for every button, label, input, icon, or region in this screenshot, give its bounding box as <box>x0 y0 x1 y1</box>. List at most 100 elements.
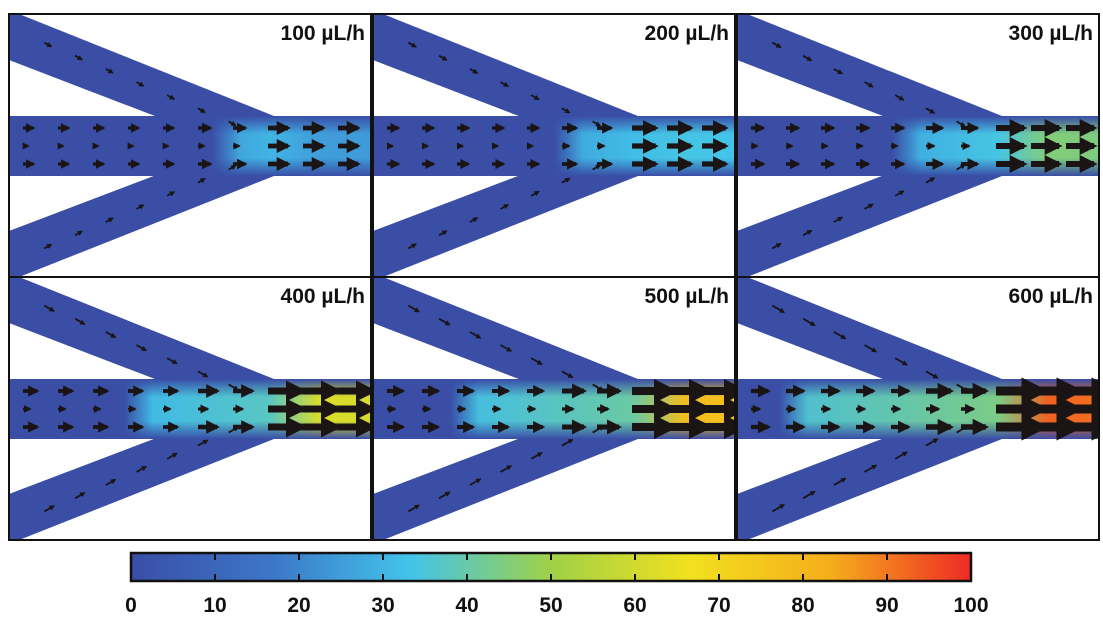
velocity-arrow <box>833 331 847 340</box>
panel-border <box>736 276 1100 541</box>
velocity-arrow <box>894 190 905 197</box>
velocity-arrow <box>833 216 844 223</box>
velocity-arrow <box>407 304 420 313</box>
velocity-arrow <box>469 68 479 74</box>
flow-panel: 600 µL/h <box>736 276 1100 541</box>
velocity-arrow <box>43 243 53 250</box>
velocity-arrow <box>228 383 240 391</box>
velocity-arrow <box>592 383 605 392</box>
velocity-arrow <box>136 344 147 352</box>
colorbar-tick-label: 40 <box>455 594 478 617</box>
velocity-arrow <box>407 41 417 48</box>
velocity-arrow <box>925 370 939 379</box>
velocity-arrow <box>802 54 813 62</box>
flow-rate-label: 200 µL/h <box>645 22 729 45</box>
flow-rate-label: 400 µL/h <box>281 285 365 308</box>
velocity-arrow <box>592 425 605 434</box>
velocity-arrow <box>500 81 510 88</box>
velocity-arrow <box>561 177 571 184</box>
velocity-arrow <box>956 163 966 171</box>
velocity-arrow <box>438 230 448 237</box>
velocity-arrow <box>74 54 83 61</box>
flow-panel: 100 µL/h <box>8 13 372 278</box>
velocity-arrow <box>136 81 145 87</box>
velocity-arrow <box>771 503 785 513</box>
velocity-arrow <box>197 107 206 114</box>
velocity-arrows <box>387 304 735 513</box>
velocity-arrow <box>438 491 451 500</box>
velocity-arrow <box>771 242 782 250</box>
velocity-arrow <box>105 331 117 339</box>
colorbar-tick-label: 80 <box>791 594 814 617</box>
velocity-arrow <box>561 107 571 114</box>
velocity-arrow <box>136 204 145 210</box>
colorbar: 0 10 20 30 40 50 60 70 80 90 100 <box>125 551 989 617</box>
velocity-arrow <box>561 370 574 379</box>
velocity-arrows <box>22 41 361 250</box>
velocity-arrow <box>802 317 816 327</box>
colorbar-tick-label: 30 <box>371 594 394 617</box>
panel-border <box>8 276 372 541</box>
velocity-arrow <box>530 451 543 460</box>
velocity-arrow <box>228 164 237 171</box>
colorbar-tick-label: 100 <box>953 594 988 617</box>
velocity-arrow <box>530 94 540 101</box>
velocity-arrow <box>592 164 602 171</box>
velocity-arrow <box>956 383 970 392</box>
velocity-arrow <box>925 177 936 184</box>
velocity-arrow <box>802 490 816 500</box>
velocity-arrow <box>956 425 970 434</box>
velocity-arrow <box>469 217 479 223</box>
flow-rate-label: 500 µL/h <box>645 285 729 308</box>
velocity-arrow <box>864 81 874 88</box>
flow-panel: 400 µL/h <box>8 276 372 541</box>
velocity-arrow <box>105 478 117 486</box>
velocity-arrow <box>864 344 878 353</box>
velocity-arrow <box>43 505 55 513</box>
velocity-arrow <box>105 68 114 74</box>
flow-panel: 200 µL/h <box>372 13 736 278</box>
colorbar-ticks: 0 10 20 30 40 50 60 70 80 90 100 <box>125 553 989 617</box>
velocity-arrow <box>166 452 178 460</box>
velocity-arrow <box>228 426 240 434</box>
velocity-arrow <box>197 439 209 447</box>
colorbar-tick-label: 20 <box>287 594 310 617</box>
velocity-arrow <box>43 304 55 312</box>
velocity-arrows <box>751 304 1099 513</box>
velocity-arrow <box>592 120 602 127</box>
velocity-arrow <box>894 451 908 460</box>
velocity-arrow <box>530 190 540 197</box>
velocity-arrow <box>166 94 176 100</box>
velocity-arrow <box>530 357 543 366</box>
velocity-arrow <box>469 331 482 339</box>
velocity-arrow <box>74 230 83 237</box>
velocity-arrow <box>925 438 939 447</box>
velocity-arrow <box>228 120 237 127</box>
velocity-arrow <box>438 54 448 61</box>
colorbar-tick-label: 60 <box>623 594 646 617</box>
velocity-arrow <box>136 465 147 473</box>
panel-grid: 100 µL/h 200 µL/h 300 µL/h 400 µL/h 500 µL/h… <box>8 13 1100 541</box>
flow-panel: 300 µL/h <box>736 13 1100 278</box>
flow-panel: 500 µL/h <box>372 276 736 541</box>
velocity-arrows <box>386 41 729 250</box>
velocity-arrow <box>802 229 813 237</box>
colorbar-tick-label: 50 <box>539 594 562 617</box>
colorbar-tick-label: 0 <box>125 594 137 617</box>
velocity-arrow <box>833 68 844 75</box>
velocity-arrow <box>500 344 513 352</box>
velocity-arrow <box>956 120 966 128</box>
velocity-arrow <box>894 94 905 101</box>
flow-rate-label: 100 µL/h <box>281 22 365 45</box>
velocity-arrow <box>105 217 114 223</box>
velocity-arrow <box>407 243 417 250</box>
velocity-arrow <box>407 504 420 513</box>
velocity-arrow <box>771 304 785 314</box>
velocity-arrow <box>469 478 482 486</box>
velocity-arrow <box>74 317 86 325</box>
panel-border <box>372 276 736 541</box>
velocity-arrow <box>500 203 510 210</box>
velocity-arrow <box>561 438 574 447</box>
flow-rate-label: 600 µL/h <box>1009 285 1093 308</box>
